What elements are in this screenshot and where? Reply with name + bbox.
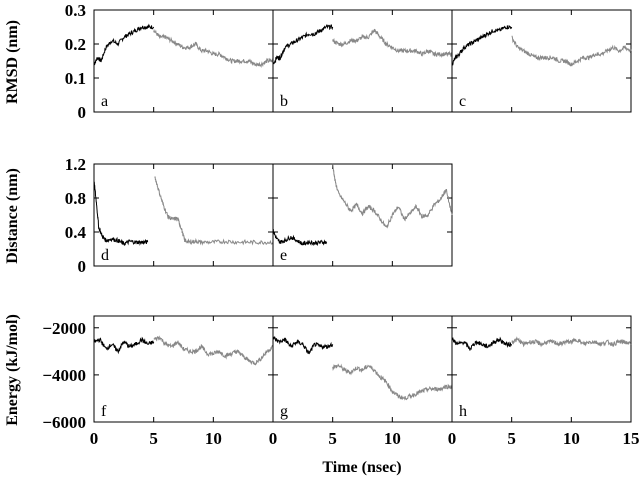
x-tick-label: 15 bbox=[623, 429, 640, 448]
panel-frame bbox=[451, 9, 632, 113]
panel-d: 1.2 0.8 0.4 0d bbox=[65, 155, 274, 276]
series-line-e-0 bbox=[272, 228, 328, 247]
y-tick-label: 0 bbox=[78, 103, 87, 122]
panel-label-b: b bbox=[280, 93, 288, 110]
series-line-b-0 bbox=[272, 24, 334, 65]
panel-label-e: e bbox=[280, 247, 287, 264]
series-line-b-1 bbox=[332, 28, 453, 59]
series-line-d-0 bbox=[93, 181, 149, 247]
panel-frame bbox=[272, 9, 453, 113]
x-axis-title: Time (nsec) bbox=[322, 459, 401, 476]
labels-layer: RMSD (nm) Distance (nm) Energy (kJ/mol) … bbox=[4, 20, 402, 476]
panel-label-c: c bbox=[459, 93, 466, 110]
y-axis-title-energy: Energy (kJ/mol) bbox=[4, 314, 21, 426]
x-tick-label: 10 bbox=[563, 429, 580, 448]
x-tick-label: 5 bbox=[149, 429, 158, 448]
panel-frame bbox=[451, 315, 632, 423]
y-tick-label: 0.1 bbox=[65, 69, 86, 88]
panel-h: h0 5 10 15 bbox=[448, 315, 640, 448]
panel-label-g: g bbox=[280, 403, 288, 420]
series-line-c-0 bbox=[451, 24, 513, 66]
panel-f: −2000 −4000 −6000 f0 5 10 bbox=[42, 315, 274, 448]
series-line-a-0 bbox=[93, 23, 155, 66]
series-line-f-1 bbox=[153, 335, 274, 366]
y-tick-label: 1.2 bbox=[65, 155, 86, 174]
panel-label-h: h bbox=[459, 403, 467, 420]
panel-frame bbox=[93, 315, 274, 423]
y-tick-label: −4000 bbox=[42, 366, 86, 385]
series-line-d-1 bbox=[154, 176, 274, 246]
series-line-g-0 bbox=[272, 336, 334, 355]
series-line-e-1 bbox=[332, 163, 453, 229]
panel-g: g0 5 10 bbox=[269, 315, 453, 448]
series-line-h-1 bbox=[511, 336, 632, 348]
x-tick-label: 5 bbox=[328, 429, 337, 448]
y-tick-label: −2000 bbox=[42, 319, 86, 338]
x-tick-label: 10 bbox=[205, 429, 222, 448]
x-tick-label: 10 bbox=[384, 429, 401, 448]
y-tick-label: −6000 bbox=[42, 413, 86, 432]
y-tick-label: 0.4 bbox=[65, 223, 87, 242]
series-line-c-1 bbox=[511, 35, 632, 67]
panel-b: b bbox=[272, 9, 453, 113]
series-line-g-1 bbox=[332, 363, 453, 401]
panel-a: 0.3 0.2 0.1 0a bbox=[65, 1, 274, 122]
panel-label-f: f bbox=[101, 403, 107, 420]
x-tick-label: 0 bbox=[90, 429, 99, 448]
series-line-a-1 bbox=[153, 28, 274, 69]
panel-frame bbox=[93, 163, 274, 267]
series-line-f-0 bbox=[93, 336, 155, 355]
y-axis-title-distance: Distance (nm) bbox=[4, 168, 21, 264]
y-tick-label: 0 bbox=[78, 257, 87, 276]
x-tick-label: 5 bbox=[507, 429, 516, 448]
y-tick-label: 0.3 bbox=[65, 1, 86, 20]
y-axis-title-rmsd: RMSD (nm) bbox=[4, 20, 21, 104]
x-tick-label: 0 bbox=[448, 429, 457, 448]
panel-label-d: d bbox=[101, 247, 109, 264]
y-tick-label: 0.8 bbox=[65, 189, 86, 208]
panel-label-a: a bbox=[101, 93, 108, 110]
x-tick-label: 0 bbox=[269, 429, 278, 448]
series-line-h-0 bbox=[451, 336, 513, 351]
panels-layer: 0.30.20.10a b c1.20.80.40d e−2000−4000−6000… bbox=[42, 1, 639, 448]
y-tick-label: 0.2 bbox=[65, 35, 86, 54]
panel-e: e bbox=[272, 163, 453, 267]
panel-c: c bbox=[451, 9, 632, 113]
